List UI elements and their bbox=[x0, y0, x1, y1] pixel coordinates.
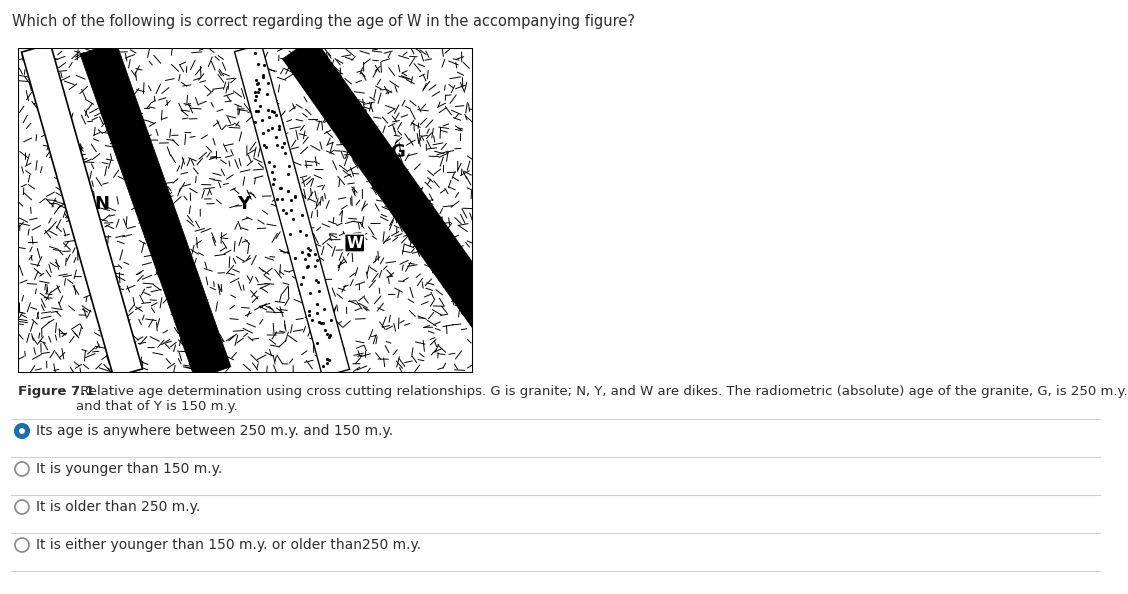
Circle shape bbox=[15, 462, 29, 476]
Text: Relative age determination using cross cutting relationships. G is granite; N, Y: Relative age determination using cross c… bbox=[76, 385, 1128, 413]
Text: Which of the following is correct regarding the age of W in the accompanying fig: Which of the following is correct regard… bbox=[12, 14, 635, 29]
Circle shape bbox=[15, 424, 29, 438]
Text: It is either younger than 150 m.y. or older than​250 m.y.: It is either younger than 150 m.y. or ol… bbox=[36, 538, 421, 552]
Circle shape bbox=[15, 538, 29, 552]
Circle shape bbox=[19, 428, 25, 434]
Polygon shape bbox=[235, 45, 350, 377]
Text: Figure 7.1: Figure 7.1 bbox=[18, 385, 95, 398]
Text: It is older than 250 m.y.: It is older than 250 m.y. bbox=[36, 500, 201, 514]
Text: W: W bbox=[346, 235, 363, 251]
Text: It is younger than 150 m.y.: It is younger than 150 m.y. bbox=[36, 462, 222, 476]
Circle shape bbox=[15, 500, 29, 514]
Polygon shape bbox=[80, 42, 231, 380]
Text: Y: Y bbox=[237, 195, 249, 213]
Text: N: N bbox=[95, 195, 109, 213]
Text: Its age is anywhere between 250 m.y. and 150 m.y.: Its age is anywhere between 250 m.y. and… bbox=[36, 424, 394, 438]
Text: G: G bbox=[390, 143, 405, 161]
Polygon shape bbox=[282, 37, 509, 335]
Polygon shape bbox=[21, 44, 142, 377]
